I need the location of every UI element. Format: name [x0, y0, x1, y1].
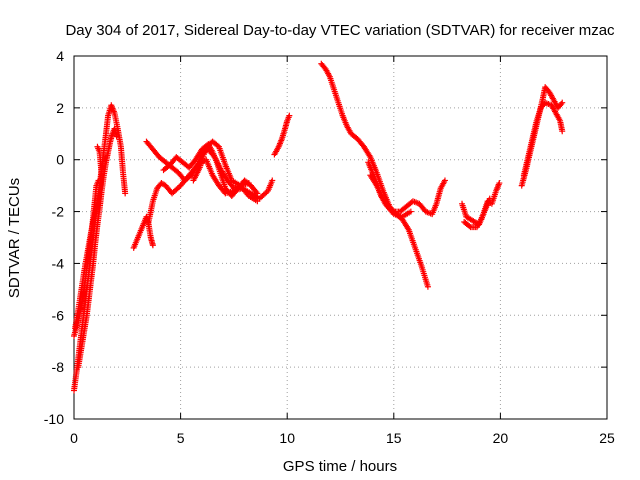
data-point — [559, 99, 566, 106]
x-tick-label: 15 — [386, 430, 402, 446]
data-point — [122, 190, 129, 197]
x-tick-label: 10 — [279, 430, 295, 446]
data-point — [113, 133, 120, 140]
y-tick-label: 2 — [56, 100, 64, 116]
data-point — [441, 177, 448, 184]
y-axis-label: SDTVAR / TECUs — [6, 178, 23, 298]
data-point — [254, 198, 261, 205]
y-tick-label: -6 — [52, 307, 65, 323]
data-point — [466, 223, 473, 230]
plot-frame — [73, 55, 608, 420]
data-point — [149, 242, 156, 249]
y-tick-label: -8 — [52, 359, 65, 375]
data-point — [94, 143, 101, 150]
data-point — [253, 189, 260, 196]
x-axis-label: GPS time / hours — [283, 458, 397, 475]
data-point — [486, 195, 493, 202]
data-point — [496, 180, 503, 187]
data-point — [424, 283, 431, 290]
y-tick-label: -4 — [52, 255, 65, 271]
data-point — [559, 128, 566, 135]
y-tick-label: -2 — [52, 204, 65, 220]
x-tick-label: 5 — [177, 430, 185, 446]
y-tick-label: -10 — [44, 411, 64, 427]
data-point — [269, 177, 276, 184]
data-point — [558, 100, 565, 107]
data-point — [254, 190, 261, 197]
x-tick-label: 25 — [599, 430, 615, 446]
y-tick-label: 4 — [56, 48, 64, 64]
x-tick-label: 20 — [493, 430, 509, 446]
data-point — [245, 180, 252, 187]
chart-title: Day 304 of 2017, Sidereal Day-to-day VTE… — [65, 22, 615, 39]
y-tick-label: 0 — [56, 152, 64, 168]
data-points — [71, 60, 566, 394]
data-point — [407, 208, 414, 215]
axis-ticks: 0 5 10 15 20 25 -10 -8 -6 -4 -2 0 2 4 — [44, 48, 615, 446]
x-tick-label: 0 — [70, 430, 78, 446]
data-point — [286, 112, 293, 119]
